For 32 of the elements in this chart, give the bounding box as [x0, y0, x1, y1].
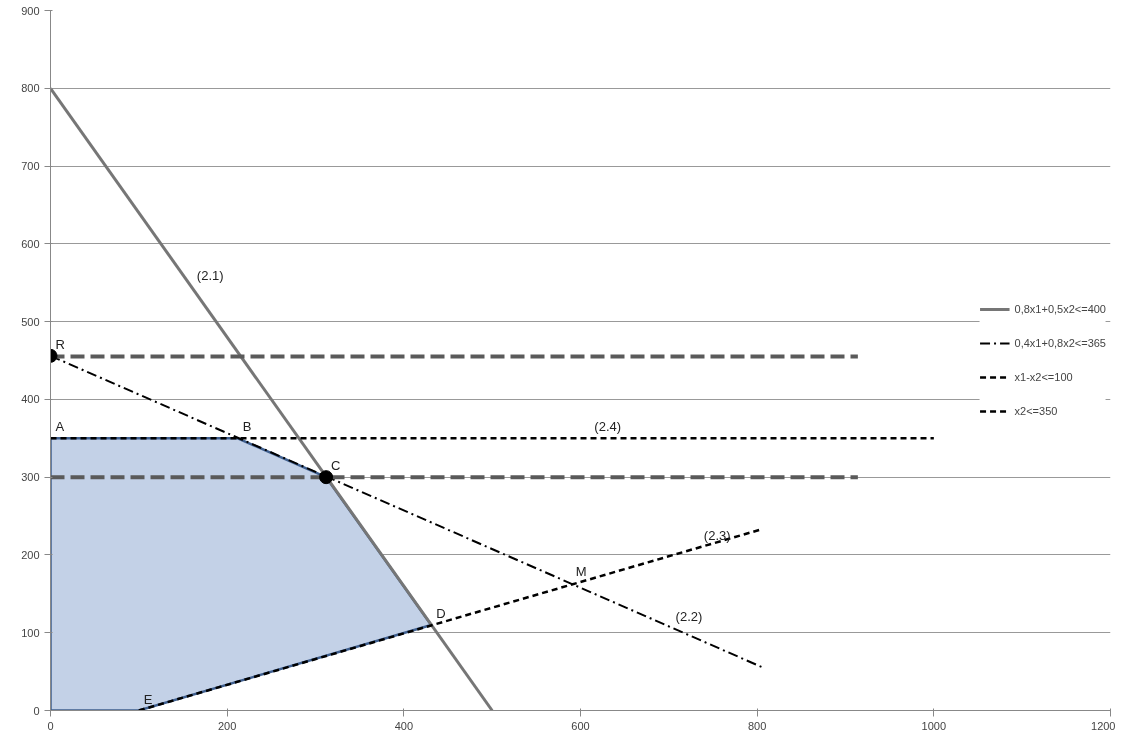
x-tick-label: 1200: [1091, 719, 1116, 732]
x-tick-label: 1000: [921, 719, 947, 732]
x-tick-label: 800: [747, 719, 767, 732]
annotation: C: [331, 458, 341, 474]
annotation: R: [55, 336, 65, 352]
annotation: A: [55, 419, 65, 435]
y-tick-label: 200: [21, 548, 40, 561]
x-tick-label: 400: [394, 719, 414, 732]
y-tick-label: 900: [21, 4, 40, 17]
y-tick-label: 800: [21, 82, 40, 95]
x-tick-label: 200: [217, 719, 237, 732]
legend-label: x2<=350: [1014, 405, 1058, 417]
y-tick-label: 400: [21, 393, 40, 406]
y-tick-label: 500: [21, 315, 40, 328]
annotation: (2.3): [703, 528, 731, 544]
legend-label: 0,4x1+0,8x2<=365: [1014, 337, 1106, 349]
y-tick-label: 0: [33, 704, 40, 717]
y-tick-label: 700: [21, 160, 40, 173]
annotation: E: [143, 691, 153, 707]
annotation: D: [436, 605, 446, 621]
x-tick-label: 0: [47, 719, 54, 732]
y-tick-label: 100: [21, 626, 40, 639]
annotation: B: [242, 419, 252, 435]
y-tick-label: 600: [21, 237, 40, 250]
x-tick-label: 600: [571, 719, 590, 732]
annotation: (2.1): [196, 268, 224, 284]
legend-label: x1-x2<=100: [1014, 371, 1073, 383]
legend-label: 0,8x1+0,5x2<=400: [1014, 303, 1106, 315]
y-tick-label: 300: [21, 471, 40, 484]
annotation: (2.2): [675, 609, 703, 625]
annotation: (2.4): [594, 419, 622, 435]
annotation: M: [575, 563, 587, 579]
